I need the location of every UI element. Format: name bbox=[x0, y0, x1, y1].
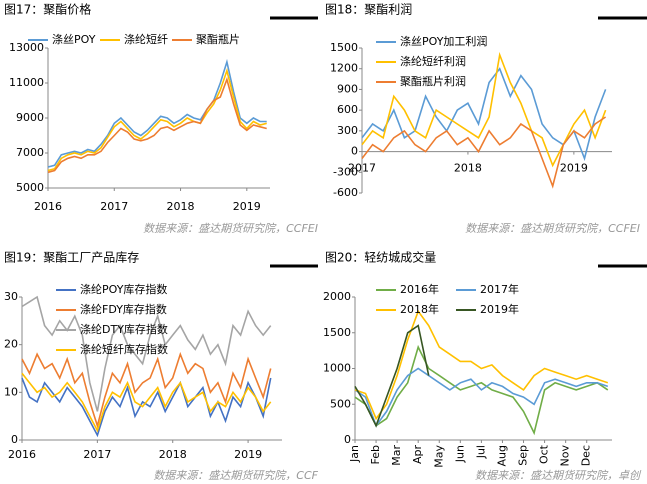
x-tick-label: Sep bbox=[517, 445, 530, 466]
y-tick-label: 0 bbox=[351, 145, 358, 158]
series-line bbox=[21, 372, 272, 433]
chart-title: 图17：聚酯价格 bbox=[4, 2, 91, 17]
legend-label: 涤纶FDY库存指数 bbox=[80, 302, 167, 316]
x-tick-label: Apr bbox=[411, 445, 424, 465]
x-tick-label: 2016 bbox=[8, 448, 36, 461]
y-tick-label: 13000 bbox=[9, 41, 44, 54]
y-tick-label: 7000 bbox=[16, 146, 44, 159]
y-tick-label: 30 bbox=[4, 290, 18, 303]
y-tick-label: 1500 bbox=[323, 326, 351, 339]
legend-label: 涤丝POY bbox=[52, 32, 96, 46]
x-tick-label: Feb bbox=[369, 445, 382, 464]
y-tick-label: 9000 bbox=[16, 111, 44, 124]
header-bar bbox=[598, 16, 647, 20]
source-note: 数据来源：盛达期货研究院，CCFEI bbox=[465, 222, 640, 235]
x-tick-label: 2019 bbox=[560, 162, 588, 175]
x-tick-label: Jun bbox=[453, 445, 466, 463]
series-line bbox=[361, 51, 607, 168]
y-tick-label: 500 bbox=[330, 397, 351, 410]
legend-label: 聚酯瓶片利润 bbox=[400, 74, 466, 88]
y-tick-label: 0 bbox=[344, 433, 351, 446]
x-tick-label: Oct bbox=[538, 444, 551, 464]
y-tick-label: 5000 bbox=[16, 181, 44, 194]
y-tick-label: 2000 bbox=[323, 290, 351, 303]
y-tick-label: 1000 bbox=[323, 362, 351, 375]
series-line bbox=[361, 67, 607, 162]
x-tick-label: 2019 bbox=[233, 200, 261, 213]
y-tick-label: -300 bbox=[333, 165, 358, 178]
chart-title: 图18：聚酯利润 bbox=[325, 3, 412, 17]
header-bar bbox=[598, 264, 647, 268]
header-bar bbox=[270, 264, 318, 268]
series-line bbox=[354, 324, 430, 428]
y-tick-label: 300 bbox=[337, 124, 358, 137]
legend-label: 涤丝POY加工利润 bbox=[400, 34, 487, 48]
x-tick-label: Jan bbox=[348, 445, 361, 463]
y-tick-label: 1500 bbox=[330, 41, 358, 54]
x-tick-label: May bbox=[432, 445, 445, 468]
legend-label: 2017年 bbox=[480, 282, 519, 296]
x-tick-label: 2017 bbox=[348, 162, 376, 175]
y-tick-label: 10 bbox=[4, 385, 18, 398]
x-tick-label: Jul bbox=[474, 445, 487, 459]
y-tick-label: 1200 bbox=[330, 62, 358, 75]
legend-label: 2019年 bbox=[480, 302, 519, 316]
series-line bbox=[21, 377, 272, 438]
legend-label: 涤纶POY库存指数 bbox=[80, 282, 167, 296]
series-line bbox=[21, 351, 272, 429]
header-bar bbox=[270, 16, 318, 20]
x-tick-label: Mar bbox=[390, 445, 403, 466]
series-line bbox=[354, 309, 609, 421]
x-tick-label: 2018 bbox=[159, 448, 187, 461]
y-tick-label: 0 bbox=[11, 433, 18, 446]
series-line bbox=[361, 116, 607, 189]
series-line bbox=[21, 295, 272, 412]
source-note: 数据来源：盛达期货研究院，卓创 bbox=[475, 469, 642, 482]
x-tick-label: 2016 bbox=[34, 200, 62, 213]
legend-label: 2016年 bbox=[400, 282, 439, 296]
series-line bbox=[47, 76, 267, 174]
legend-label: 涤纶DTY库存指数 bbox=[80, 322, 168, 336]
legend-label: 涤纶短纤利润 bbox=[400, 54, 466, 68]
x-tick-label: Aug bbox=[495, 445, 508, 466]
y-tick-label: 900 bbox=[337, 82, 358, 95]
series-line bbox=[354, 367, 609, 428]
x-tick-label: 2017 bbox=[83, 448, 111, 461]
legend-label: 涤纶短纤库存指数 bbox=[80, 342, 168, 356]
source-note: 数据来源：盛达期货研究院，CCFEI bbox=[143, 222, 318, 235]
legend-label: 涤纶短纤 bbox=[124, 32, 168, 46]
x-tick-label: 2018 bbox=[454, 162, 482, 175]
legend-label: 聚酯瓶片 bbox=[196, 32, 240, 46]
series-line bbox=[354, 344, 609, 436]
x-tick-label: 2019 bbox=[234, 448, 262, 461]
x-tick-label: 2017 bbox=[100, 200, 128, 213]
chart-title: 图20：轻纺城成交量 bbox=[325, 250, 436, 265]
x-tick-label: Nov bbox=[559, 445, 572, 467]
y-tick-label: -600 bbox=[333, 186, 358, 199]
series-line bbox=[47, 68, 267, 172]
source-note: 数据来源：盛达期货研究院，CCF bbox=[153, 469, 318, 482]
legend-label: 2018年 bbox=[400, 302, 439, 316]
series-line bbox=[47, 58, 267, 168]
chart-title: 图19：聚酯工厂产品库存 bbox=[4, 250, 139, 265]
x-tick-label: Dec bbox=[580, 445, 593, 466]
x-tick-label: 2018 bbox=[167, 200, 195, 213]
y-tick-label: 20 bbox=[4, 338, 18, 351]
y-tick-label: 600 bbox=[337, 103, 358, 116]
y-tick-label: 11000 bbox=[9, 76, 44, 89]
